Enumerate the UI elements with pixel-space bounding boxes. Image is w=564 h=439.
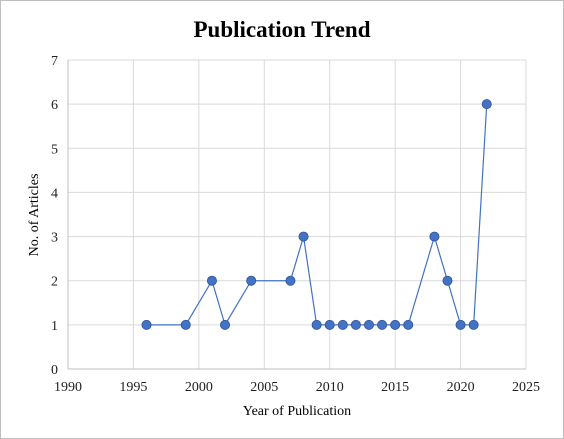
- y-tick-label: 3: [51, 231, 58, 246]
- data-point: [337, 319, 348, 330]
- x-tick-label: 2025: [512, 380, 540, 395]
- x-axis-label: Year of Publication: [243, 404, 351, 419]
- data-point: [390, 319, 401, 330]
- grid-layer: [68, 59, 527, 369]
- data-point: [311, 319, 322, 330]
- data-point: [246, 275, 257, 286]
- data-point: [468, 319, 479, 330]
- x-tick-label: 2015: [381, 380, 409, 395]
- chart-title: Publication Trend: [193, 17, 370, 42]
- tick-labels: 0 1 2 3 4 5 6 7 1990 1995 2000 2005 2010 2015 2020 2025: [51, 54, 540, 395]
- x-tick-label: 2020: [447, 380, 475, 395]
- x-tick-label: 2010: [316, 380, 344, 395]
- data-point: [429, 231, 440, 242]
- data-point: [481, 99, 492, 110]
- y-tick-label: 2: [51, 275, 58, 290]
- y-tick-label: 4: [51, 186, 58, 201]
- data-point: [220, 319, 231, 330]
- data-point: [403, 319, 414, 330]
- x-tick-label: 2005: [250, 380, 278, 395]
- y-tick-label: 1: [51, 319, 58, 334]
- data-point: [442, 275, 453, 286]
- data-point: [324, 319, 335, 330]
- data-point: [298, 231, 309, 242]
- data-point: [377, 319, 388, 330]
- y-tick-label: 6: [51, 98, 58, 113]
- series-line: [146, 104, 488, 327]
- y-axis-label: No. of Articles: [27, 174, 42, 257]
- data-point: [455, 319, 466, 330]
- data-point: [350, 319, 361, 330]
- data-point: [141, 319, 152, 330]
- series-layer: [141, 99, 492, 330]
- data-point: [363, 319, 374, 330]
- data-point: [180, 319, 191, 330]
- x-tick-label: 1995: [119, 380, 147, 395]
- data-point: [285, 275, 296, 286]
- y-tick-label: 7: [51, 54, 58, 69]
- axis-layer: [67, 60, 526, 370]
- x-tick-label: 2000: [185, 380, 213, 395]
- data-point: [206, 275, 217, 286]
- y-tick-label: 5: [51, 142, 58, 157]
- x-tick-label: 1990: [54, 380, 82, 395]
- y-tick-label: 0: [51, 363, 58, 378]
